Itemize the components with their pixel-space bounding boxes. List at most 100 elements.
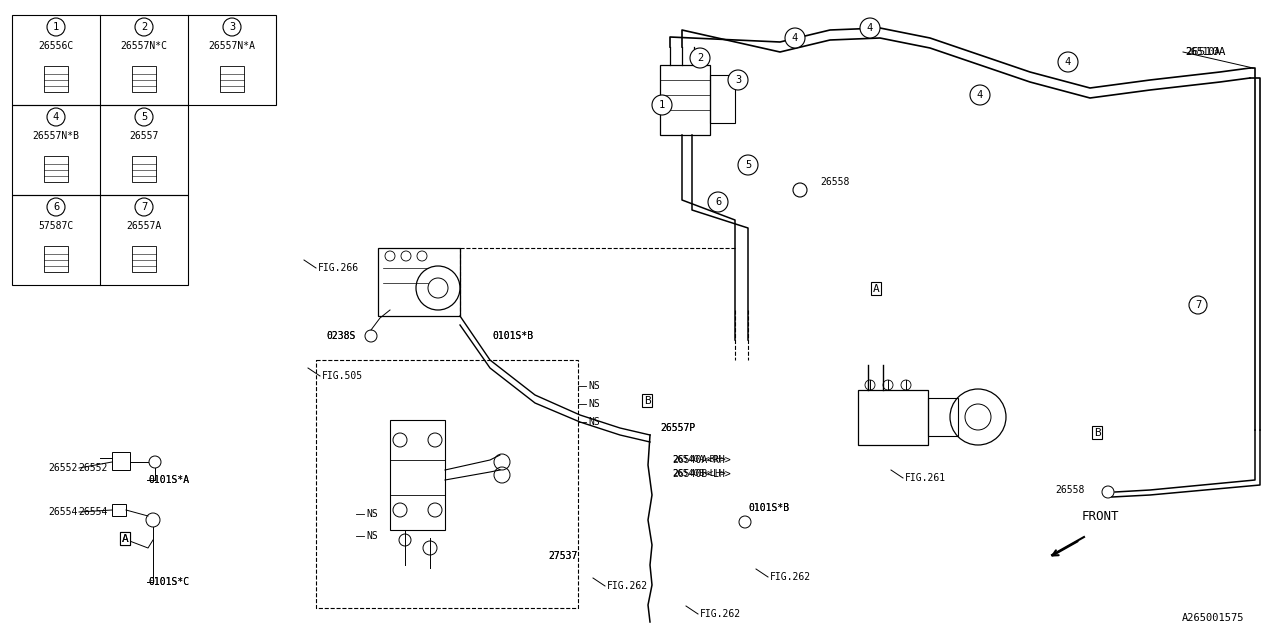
Circle shape bbox=[47, 198, 65, 216]
Text: FIG.261: FIG.261 bbox=[905, 473, 946, 483]
Text: A: A bbox=[122, 534, 129, 543]
Text: FIG.505: FIG.505 bbox=[323, 371, 364, 381]
Bar bbox=[113, 504, 125, 516]
Text: 26557A: 26557A bbox=[127, 221, 161, 231]
Circle shape bbox=[794, 183, 806, 197]
Text: 7: 7 bbox=[141, 202, 147, 212]
Text: 0101S*A: 0101S*A bbox=[148, 475, 189, 485]
Text: 26557N*B: 26557N*B bbox=[32, 131, 79, 141]
Circle shape bbox=[134, 198, 154, 216]
Circle shape bbox=[1059, 52, 1078, 72]
Text: A: A bbox=[873, 284, 879, 294]
Circle shape bbox=[47, 18, 65, 36]
Text: NS: NS bbox=[588, 417, 600, 427]
Text: NS: NS bbox=[366, 531, 378, 541]
Bar bbox=[316, 360, 579, 608]
Text: NS: NS bbox=[588, 381, 600, 391]
Bar bbox=[120, 532, 131, 545]
Bar bbox=[44, 246, 68, 272]
Text: FIG.266: FIG.266 bbox=[317, 263, 360, 273]
Text: 3: 3 bbox=[735, 75, 741, 85]
Text: B: B bbox=[1094, 428, 1101, 438]
Bar bbox=[132, 246, 156, 272]
Circle shape bbox=[708, 192, 728, 212]
Bar bbox=[710, 75, 735, 123]
Bar bbox=[870, 282, 881, 295]
Text: 2: 2 bbox=[141, 22, 147, 32]
Circle shape bbox=[652, 95, 672, 115]
Text: FRONT: FRONT bbox=[1082, 509, 1120, 522]
Bar bbox=[643, 394, 652, 407]
Text: 6: 6 bbox=[714, 197, 721, 207]
Text: A265001575: A265001575 bbox=[1181, 613, 1244, 623]
Bar bbox=[378, 248, 460, 316]
Text: FIG.262: FIG.262 bbox=[607, 581, 648, 591]
Text: 26540B<LH>: 26540B<LH> bbox=[672, 469, 731, 479]
Text: 0101S*C: 0101S*C bbox=[148, 577, 189, 587]
Text: 26552: 26552 bbox=[49, 463, 78, 473]
Text: 26540B<LH>: 26540B<LH> bbox=[672, 470, 726, 479]
Text: 0101S*C: 0101S*C bbox=[148, 577, 189, 587]
Text: 26557N*C: 26557N*C bbox=[120, 41, 168, 51]
Text: 0238S: 0238S bbox=[326, 331, 356, 341]
Text: 26510A: 26510A bbox=[1185, 47, 1220, 57]
Text: 0101S*B: 0101S*B bbox=[492, 331, 534, 341]
Bar bbox=[660, 65, 710, 135]
Circle shape bbox=[739, 155, 758, 175]
Text: 26540A<RH>: 26540A<RH> bbox=[672, 455, 731, 465]
Text: 2: 2 bbox=[696, 53, 703, 63]
Text: 26557P: 26557P bbox=[660, 423, 695, 433]
Text: 4: 4 bbox=[792, 33, 799, 43]
Circle shape bbox=[860, 18, 881, 38]
Text: 26556C: 26556C bbox=[38, 41, 74, 51]
Text: 0101S*B: 0101S*B bbox=[492, 331, 534, 341]
Bar bbox=[12, 15, 276, 105]
Text: NS: NS bbox=[588, 399, 600, 409]
Text: 26554: 26554 bbox=[49, 507, 78, 517]
Bar bbox=[220, 66, 244, 92]
Text: 26557: 26557 bbox=[129, 131, 159, 141]
Circle shape bbox=[785, 28, 805, 48]
Text: 4: 4 bbox=[977, 90, 983, 100]
Circle shape bbox=[690, 48, 710, 68]
Text: 4: 4 bbox=[1065, 57, 1071, 67]
Bar bbox=[44, 156, 68, 182]
Text: 5: 5 bbox=[141, 112, 147, 122]
Text: 6: 6 bbox=[52, 202, 59, 212]
Bar bbox=[858, 390, 928, 445]
Circle shape bbox=[47, 108, 65, 126]
Bar bbox=[132, 156, 156, 182]
Circle shape bbox=[1189, 296, 1207, 314]
Text: 27537: 27537 bbox=[548, 551, 577, 561]
Bar bbox=[390, 420, 445, 530]
Text: 0101S*B: 0101S*B bbox=[748, 503, 790, 513]
Text: 3: 3 bbox=[229, 22, 236, 32]
Text: 26557P: 26557P bbox=[660, 423, 695, 433]
Bar bbox=[12, 195, 188, 285]
Circle shape bbox=[728, 70, 748, 90]
Text: 57587C: 57587C bbox=[38, 221, 74, 231]
Text: 4: 4 bbox=[52, 112, 59, 122]
Text: A: A bbox=[122, 534, 129, 543]
Circle shape bbox=[134, 18, 154, 36]
Text: 0101S*A: 0101S*A bbox=[148, 475, 189, 485]
Text: FIG.262: FIG.262 bbox=[700, 609, 741, 619]
Circle shape bbox=[223, 18, 241, 36]
Circle shape bbox=[1102, 486, 1114, 498]
Text: 0101S*B: 0101S*B bbox=[748, 503, 790, 513]
Text: 4: 4 bbox=[867, 23, 873, 33]
Bar bbox=[113, 452, 131, 470]
Bar bbox=[44, 66, 68, 92]
Text: 26540A<RH>: 26540A<RH> bbox=[672, 456, 726, 465]
Text: 26557N*A: 26557N*A bbox=[209, 41, 256, 51]
Text: 0238S: 0238S bbox=[326, 331, 356, 341]
Text: 7: 7 bbox=[1194, 300, 1201, 310]
Text: 1: 1 bbox=[52, 22, 59, 32]
Text: 27537: 27537 bbox=[548, 551, 577, 561]
Bar bbox=[1092, 426, 1102, 439]
Text: 26558: 26558 bbox=[820, 177, 850, 187]
Text: 26510A: 26510A bbox=[1185, 47, 1225, 57]
Text: B: B bbox=[644, 396, 650, 406]
Text: NS: NS bbox=[366, 509, 378, 519]
Text: 26552: 26552 bbox=[78, 463, 108, 473]
